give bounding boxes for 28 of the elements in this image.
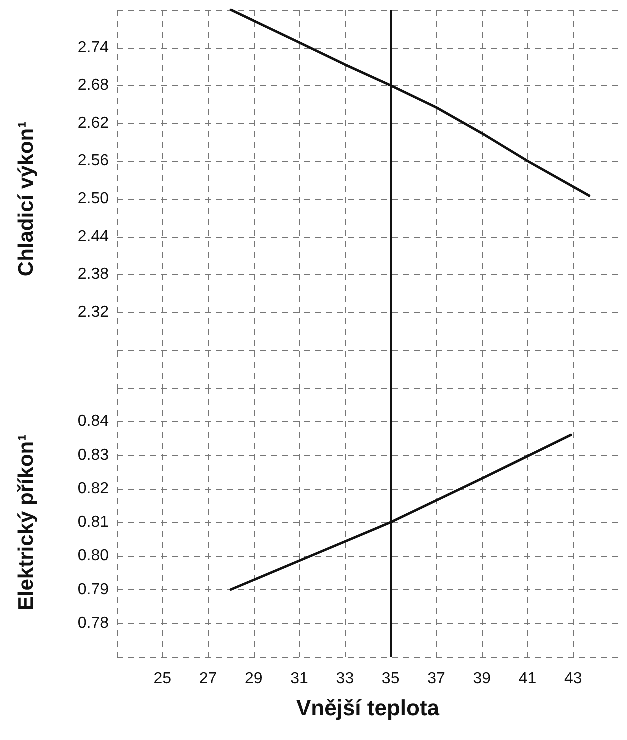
x-tick-label: 33: [336, 670, 354, 688]
y-axis-title: Elektrický příkon¹: [15, 434, 38, 611]
x-tick-label: 37: [428, 670, 446, 688]
y-tick-label: 0.83: [78, 446, 110, 464]
y-tick-label: 2.68: [78, 77, 110, 94]
y-tick-label: 0.80: [78, 548, 110, 565]
x-tick-label: 43: [564, 670, 582, 688]
y-tick-label: 0.81: [78, 514, 110, 531]
y-tick-label: 0.79: [78, 581, 110, 598]
y-tick-label: 2.74: [78, 39, 110, 56]
y-tick-label: 2.56: [78, 152, 110, 170]
y-tick-label: 2.50: [78, 190, 110, 208]
x-tick-label: 25: [154, 670, 172, 688]
x-tick-label: 27: [199, 670, 218, 688]
y-tick-label: 2.32: [78, 304, 110, 321]
x-tick-label: 31: [290, 670, 309, 688]
x-tick-label: 35: [382, 670, 400, 688]
y-tick-label: 2.62: [78, 114, 110, 132]
y-tick-label: 2.38: [78, 266, 110, 284]
y-tick-label: 2.44: [78, 228, 110, 246]
x-axis-title: Vnější teplota: [296, 696, 440, 720]
y-tick-label: 0.78: [78, 614, 110, 632]
x-tick-label: 39: [473, 670, 492, 688]
y-tick-label: 0.84: [78, 413, 110, 430]
x-tick-label: 29: [245, 670, 263, 688]
y-tick-label: 0.82: [78, 480, 110, 498]
x-tick-label: 41: [518, 670, 537, 688]
y-axis-title: Chladicí výkon¹: [15, 121, 38, 277]
